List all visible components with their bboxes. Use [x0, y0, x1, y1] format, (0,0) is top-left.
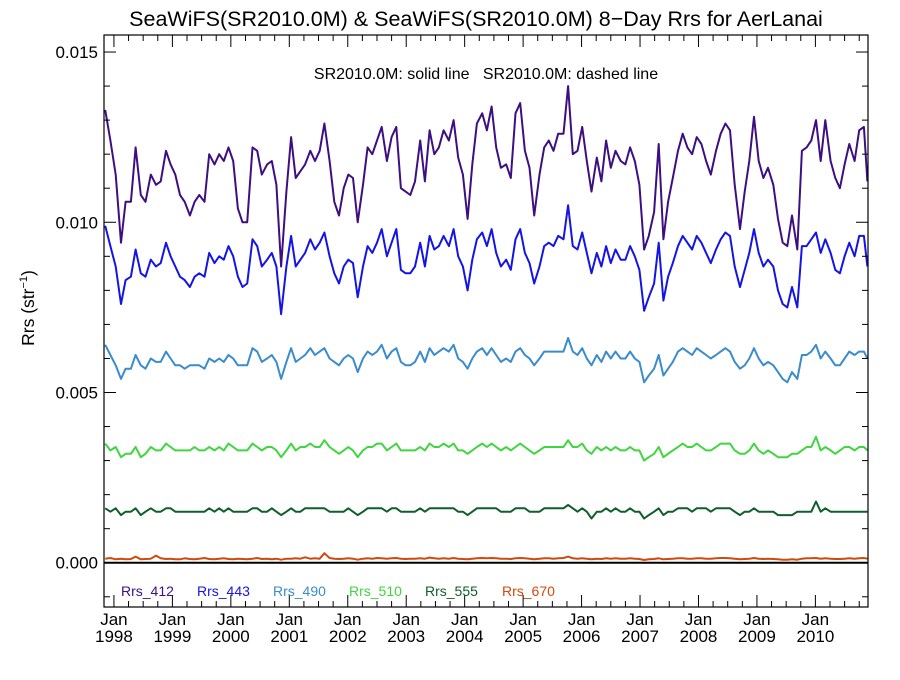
legend-item-rrs-490: Rrs_490 [273, 583, 326, 599]
x-tick-label-year: 2009 [738, 627, 776, 646]
legend-item-rrs-510: Rrs_510 [349, 583, 402, 599]
y-axis-label: Rrs (str−1) [18, 270, 38, 346]
legend: Rrs_412 Rrs_443 Rrs_490 Rrs_510 Rrs_555 Rrs_6… [121, 583, 555, 599]
y-axis-label-close: ) [18, 270, 38, 276]
x-tick-label-month: Jan [568, 610, 595, 629]
x-tick-label-year: 2004 [446, 627, 484, 646]
series-line-rrs-490 [104, 337, 869, 384]
x-tick-label-year: 2000 [212, 627, 250, 646]
x-tick-label-year: 2001 [270, 627, 308, 646]
x-tick-label-month: Jan [159, 610, 186, 629]
x-tick-label-month: Jan [100, 610, 127, 629]
x-tick-label-month: Jan [626, 610, 653, 629]
y-tick-label: 0.015 [55, 43, 98, 62]
series-layer [104, 85, 869, 561]
series-line-rrs-555 [104, 500, 868, 520]
x-tick-label-year: 2005 [504, 627, 542, 646]
legend-item-rrs-412: Rrs_412 [121, 583, 174, 599]
x-tick-label-year: 2002 [329, 627, 367, 646]
x-tick-label-year: 2010 [796, 627, 834, 646]
x-tick-label-month: Jan [802, 610, 829, 629]
x-tick-label-year: 2006 [563, 627, 601, 646]
x-tick-label-year: 1999 [153, 627, 191, 646]
x-tick-label-year: 2003 [387, 627, 425, 646]
y-axis-label-unit-exponent: −1 [18, 276, 30, 289]
x-tick-label-month: Jan [509, 610, 536, 629]
y-axis: 0.000 0.005 0.010 0.015 [55, 43, 868, 598]
x-tick-label-month: Jan [685, 610, 712, 629]
y-axis-label-text: Rrs (str [18, 288, 38, 346]
x-tick-label-month: Jan [334, 610, 361, 629]
x-tick-label-month: Jan [392, 610, 419, 629]
plot-frame [103, 34, 869, 608]
series-line-rrs-412 [104, 85, 869, 268]
y-tick-label: 0.005 [55, 384, 98, 403]
x-tick-label-month: Jan [451, 610, 478, 629]
chart-title: SeaWiFS(SR2010.0M) & SeaWiFS(SR2010.0M) … [129, 7, 823, 31]
series-line-rrs-670 [105, 552, 868, 561]
y-tick-label: 0.010 [55, 213, 98, 232]
line-style-annotation: SR2010.0M: solid line SR2010.0M: dashed … [314, 66, 658, 83]
x-tick-label-month: Jan [276, 610, 303, 629]
x-tick-label-year: 1998 [95, 627, 133, 646]
legend-item-rrs-443: Rrs_443 [197, 583, 250, 599]
y-tick-label: 0.000 [55, 554, 98, 573]
series-line-rrs-443 [104, 204, 869, 316]
x-tick-label-year: 2007 [621, 627, 659, 646]
legend-item-rrs-670: Rrs_670 [502, 583, 555, 599]
x-tick-label-year: 2008 [680, 627, 718, 646]
x-axis: Jan1998Jan1999Jan2000Jan2001Jan2002Jan20… [95, 35, 860, 646]
x-tick-label-month: Jan [217, 610, 244, 629]
x-tick-label-month: Jan [743, 610, 770, 629]
legend-item-rrs-555: Rrs_555 [425, 583, 478, 599]
series-line-rrs-510 [104, 435, 869, 462]
